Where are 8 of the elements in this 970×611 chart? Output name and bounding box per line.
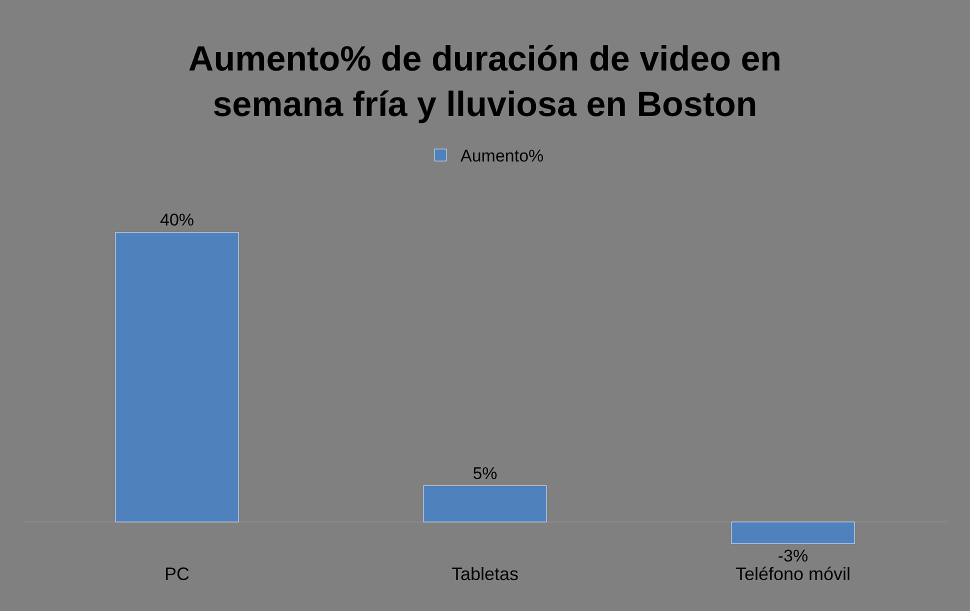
- chart-title: Aumento% de duración de video en semana fría y lluviosa en Boston: [188, 39, 782, 124]
- data-label: -3%: [778, 546, 808, 566]
- legend-label: Aumento%: [460, 146, 544, 166]
- x-tick-label: Tabletas: [451, 564, 519, 584]
- data-label: 40%: [160, 210, 194, 230]
- x-tick-label: PC: [164, 564, 190, 584]
- x-tick-label: Teléfono móvil: [735, 564, 851, 584]
- data-label: 5%: [472, 464, 498, 483]
